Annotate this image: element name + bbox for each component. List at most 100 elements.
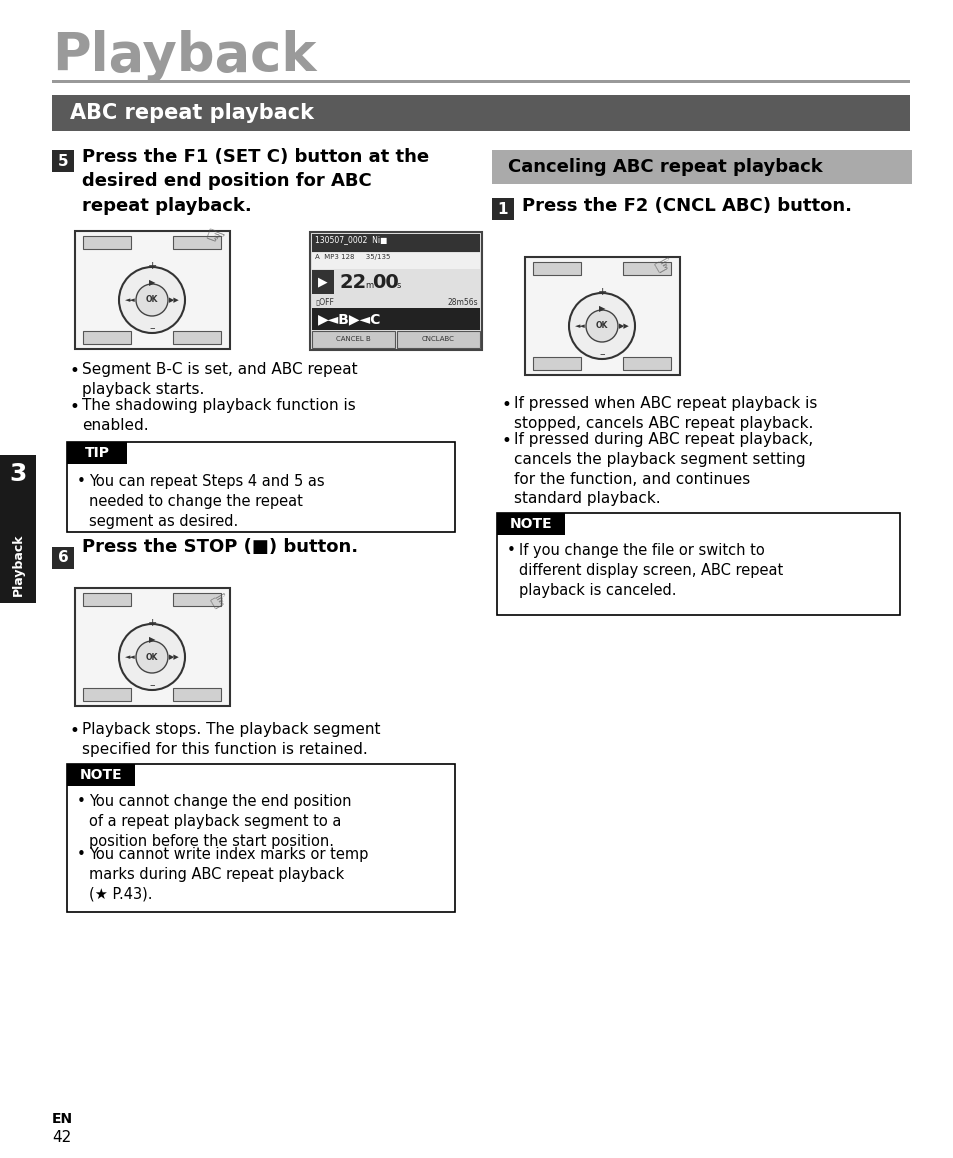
Text: ▶: ▶ bbox=[598, 305, 604, 314]
Circle shape bbox=[585, 310, 618, 342]
Bar bbox=[622, 357, 670, 371]
Circle shape bbox=[568, 293, 635, 359]
Text: Segment B-C is set, and ABC repeat
playback starts.: Segment B-C is set, and ABC repeat playb… bbox=[82, 362, 357, 397]
Circle shape bbox=[136, 642, 168, 673]
Bar bbox=[83, 236, 131, 249]
Circle shape bbox=[119, 267, 185, 334]
Bar bbox=[52, 95, 909, 131]
Text: Playback: Playback bbox=[52, 30, 316, 82]
Bar bbox=[497, 513, 899, 615]
Text: 3: 3 bbox=[10, 462, 27, 486]
Circle shape bbox=[136, 284, 168, 316]
Bar bbox=[0, 455, 36, 603]
Text: Press the F2 (CNCL ABC) button.: Press the F2 (CNCL ABC) button. bbox=[521, 197, 851, 215]
Text: ☞: ☞ bbox=[201, 225, 227, 251]
Text: •: • bbox=[501, 432, 512, 450]
Text: 6: 6 bbox=[57, 550, 69, 565]
Bar bbox=[312, 331, 395, 349]
Bar bbox=[52, 547, 74, 569]
Bar bbox=[172, 236, 221, 249]
Text: EN: EN bbox=[52, 1112, 73, 1126]
Text: ▶▶: ▶▶ bbox=[169, 654, 179, 660]
Text: •: • bbox=[70, 398, 80, 416]
Circle shape bbox=[119, 624, 185, 690]
Text: 130507_0002  Ni■: 130507_0002 Ni■ bbox=[314, 235, 387, 244]
Text: 00: 00 bbox=[372, 272, 398, 292]
Bar bbox=[172, 688, 221, 701]
Text: OK: OK bbox=[596, 322, 608, 330]
Text: •: • bbox=[501, 396, 512, 415]
Text: –: – bbox=[149, 323, 154, 334]
Bar bbox=[312, 270, 334, 294]
Text: ▶: ▶ bbox=[149, 279, 155, 287]
Text: OK: OK bbox=[146, 295, 158, 305]
Text: You cannot change the end position
of a repeat playback segment to a
position be: You cannot change the end position of a … bbox=[89, 794, 351, 849]
Bar bbox=[312, 308, 479, 330]
Bar bbox=[172, 331, 221, 344]
Text: CNCLABC: CNCLABC bbox=[421, 336, 454, 342]
Bar bbox=[75, 230, 230, 349]
Text: 5: 5 bbox=[57, 154, 69, 169]
Bar bbox=[52, 80, 909, 83]
Text: OK: OK bbox=[146, 652, 158, 661]
Text: TIP: TIP bbox=[85, 446, 110, 460]
Text: Playback stops. The playback segment
specified for this function is retained.: Playback stops. The playback segment spe… bbox=[82, 721, 380, 757]
Text: ◄◄: ◄◄ bbox=[125, 296, 135, 303]
Text: •: • bbox=[77, 474, 86, 489]
Bar bbox=[312, 252, 479, 269]
Bar bbox=[524, 257, 679, 375]
Bar bbox=[67, 764, 455, 913]
Bar bbox=[310, 232, 481, 350]
Bar bbox=[533, 357, 580, 371]
Text: ABC repeat playback: ABC repeat playback bbox=[70, 103, 314, 123]
Text: Canceling ABC repeat playback: Canceling ABC repeat playback bbox=[507, 157, 821, 176]
Text: CANCEL B: CANCEL B bbox=[335, 336, 370, 342]
Bar bbox=[492, 198, 514, 220]
Text: •: • bbox=[70, 362, 80, 380]
Text: A  MP3 128     35/135: A MP3 128 35/135 bbox=[314, 254, 390, 261]
Text: 22: 22 bbox=[339, 272, 367, 292]
Bar bbox=[83, 593, 131, 606]
Text: If you change the file or switch to
different display screen, ABC repeat
playbac: If you change the file or switch to diff… bbox=[518, 543, 782, 598]
Text: +: + bbox=[597, 287, 606, 296]
Bar bbox=[83, 331, 131, 344]
Text: ▶▶: ▶▶ bbox=[169, 296, 179, 303]
Text: If pressed when ABC repeat playback is
stopped, cancels ABC repeat playback.: If pressed when ABC repeat playback is s… bbox=[514, 396, 817, 431]
Text: You can repeat Steps 4 and 5 as
needed to change the repeat
segment as desired.: You can repeat Steps 4 and 5 as needed t… bbox=[89, 474, 324, 528]
Text: ▯OFF: ▯OFF bbox=[314, 298, 334, 307]
Bar bbox=[75, 588, 230, 706]
Bar bbox=[492, 151, 911, 184]
Text: –: – bbox=[598, 349, 604, 359]
Text: ▶: ▶ bbox=[318, 276, 328, 288]
Text: NOTE: NOTE bbox=[509, 516, 552, 532]
Bar bbox=[497, 513, 564, 535]
Text: m: m bbox=[365, 280, 373, 290]
Text: Press the F1 (SET C) button at the
desired end position for ABC
repeat playback.: Press the F1 (SET C) button at the desir… bbox=[82, 148, 429, 214]
Text: ▶▶: ▶▶ bbox=[618, 323, 629, 329]
Text: +: + bbox=[147, 618, 156, 628]
Text: If pressed during ABC repeat playback,
cancels the playback segment setting
for : If pressed during ABC repeat playback, c… bbox=[514, 432, 812, 506]
Text: 1: 1 bbox=[497, 201, 508, 217]
Text: •: • bbox=[77, 846, 86, 862]
Text: 42: 42 bbox=[52, 1130, 71, 1145]
Text: ▶: ▶ bbox=[149, 636, 155, 645]
Bar bbox=[67, 442, 455, 532]
Bar bbox=[396, 331, 479, 349]
Text: ☞: ☞ bbox=[650, 252, 677, 280]
Bar bbox=[533, 262, 580, 274]
Bar bbox=[83, 688, 131, 701]
Text: Press the STOP (■) button.: Press the STOP (■) button. bbox=[82, 538, 357, 556]
Text: ▶◄B▶◄C: ▶◄B▶◄C bbox=[317, 312, 381, 327]
Text: ◄◄: ◄◄ bbox=[125, 654, 135, 660]
Bar bbox=[67, 442, 127, 464]
Text: ◄◄: ◄◄ bbox=[574, 323, 585, 329]
Text: •: • bbox=[77, 794, 86, 809]
Text: You cannot write index marks or temp
marks during ABC repeat playback
(★ P.43).: You cannot write index marks or temp mar… bbox=[89, 846, 368, 902]
Text: Playback: Playback bbox=[11, 534, 25, 596]
Bar bbox=[172, 593, 221, 606]
Text: s: s bbox=[396, 280, 401, 290]
Bar bbox=[52, 151, 74, 173]
Bar bbox=[622, 262, 670, 274]
Text: –: – bbox=[149, 680, 154, 690]
Text: 28m56s: 28m56s bbox=[447, 298, 477, 307]
